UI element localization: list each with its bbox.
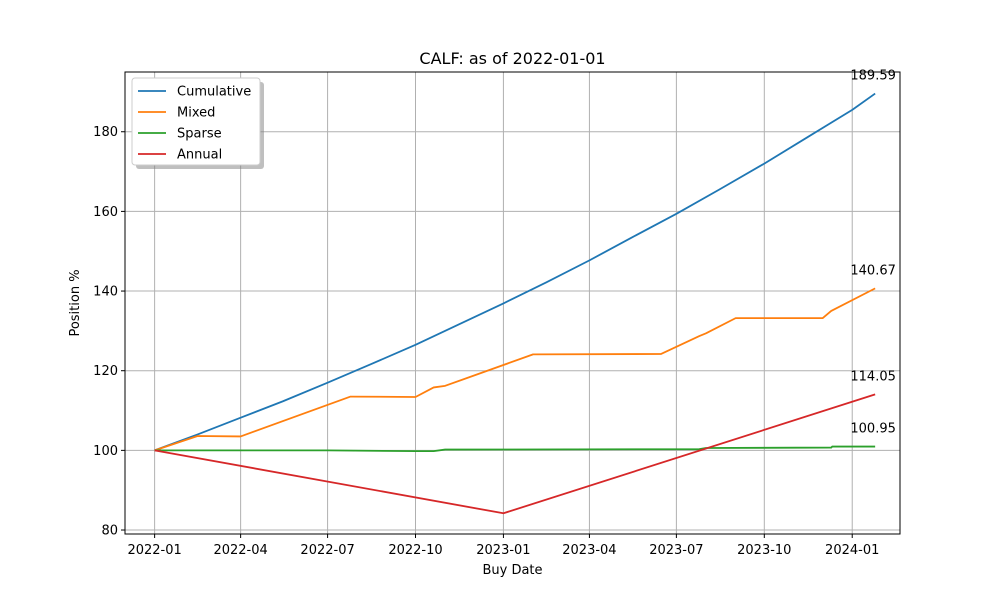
end-label-sparse: 100.95 — [850, 422, 896, 437]
series-line-sparse — [154, 445, 876, 453]
x-tick-label: 2022-07 — [300, 543, 354, 558]
legend-label-annual: Annual — [177, 148, 222, 163]
y-tick-label: 120 — [93, 364, 118, 379]
legend: Cumulative Mixed Sparse Annual — [131, 77, 264, 169]
end-label-annual: 114.05 — [850, 369, 896, 384]
x-tick-label: 2023-10 — [737, 543, 791, 558]
x-tick-label: 2023-01 — [476, 543, 530, 558]
series-line-mixed — [154, 287, 876, 452]
x-tick-label: 2023-07 — [649, 543, 703, 558]
y-tick-label: 140 — [93, 285, 118, 300]
x-tick-label: 2022-01 — [127, 543, 181, 558]
series-lines — [154, 92, 876, 515]
x-axis-label: Buy Date — [482, 563, 542, 578]
legend-label-sparse: Sparse — [177, 127, 222, 142]
y-tick-label: 100 — [93, 444, 118, 459]
x-tick-label: 2022-04 — [213, 543, 267, 558]
end-label-cumulative: 189.59 — [850, 69, 896, 84]
x-tick-label: 2023-04 — [562, 543, 616, 558]
end-label-mixed: 140.67 — [850, 263, 896, 278]
plot-frame — [124, 71, 901, 535]
legend-box — [131, 77, 261, 166]
y-axis-ticks: 80 100 120 140 160 180 — [93, 125, 125, 539]
end-labels: 189.59 140.67 100.95 114.05 — [850, 69, 896, 437]
y-tick-label: 160 — [93, 205, 118, 220]
x-tick-label: 2022-10 — [388, 543, 442, 558]
y-tick-label: 180 — [93, 125, 118, 140]
series-line-annual — [154, 393, 876, 515]
legend-label-mixed: Mixed — [177, 106, 215, 121]
legend-label-cumulative: Cumulative — [177, 85, 251, 100]
x-axis-ticks: 2022-01 2022-04 2022-07 2022-10 2023-01 2023-… — [127, 534, 879, 558]
y-axis-label: Position % — [68, 269, 83, 336]
series-line-cumulative — [154, 92, 876, 452]
legend-entries: Cumulative Mixed Sparse Annual — [138, 85, 251, 163]
x-tick-label: 2024-01 — [825, 543, 879, 558]
chart-title: CALF: as of 2022-01-01 — [419, 49, 605, 68]
y-tick-label: 80 — [101, 524, 118, 539]
